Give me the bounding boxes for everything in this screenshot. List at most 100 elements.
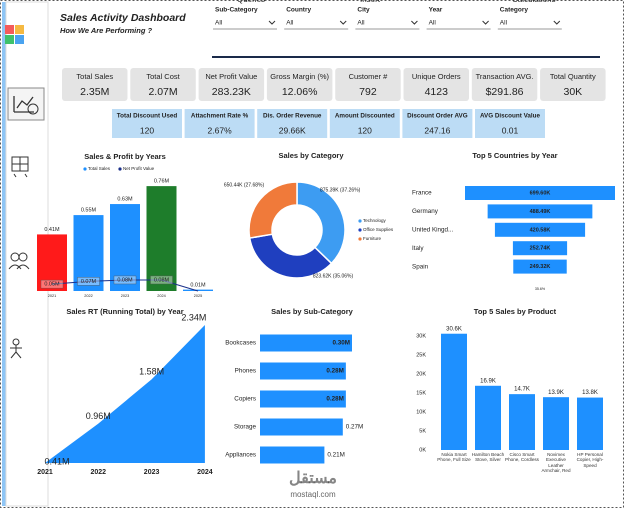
category-label: Bookcases [225,340,256,347]
y-tick-label: 5K [419,428,426,434]
bar [260,362,346,380]
nav-icon[interactable] [13,96,34,113]
kpi-card [266,68,333,101]
bar [475,385,501,450]
filter-value[interactable]: All [215,20,223,27]
bar [509,394,535,450]
value-label: 420.58K [530,227,551,233]
donut-slice [248,181,298,239]
discount-label: AVG Discount Value [480,113,541,120]
nav-icon[interactable] [18,252,28,262]
legend-swatch [83,167,87,171]
value-label: 13.9K [548,390,564,396]
value-label: 2.34M [181,312,206,322]
legend-label: Furniture [363,236,382,241]
y-tick-label: 10K [416,409,426,415]
kpi-label: Unique Orders [412,72,461,81]
filter-chevron [339,20,347,25]
value-label: 13.8K [582,390,598,396]
filter-value[interactable]: All [286,20,294,27]
nav-icon[interactable] [10,345,22,359]
category-label: Phones [235,368,256,375]
category-label: Copiers [234,396,256,403]
kpi-value: 2.07M [148,86,177,98]
funnel-bar [465,186,615,200]
kpi-label: Customer # [349,72,389,81]
ribbon-label: Calculations [512,0,556,4]
category-label: Spain [412,263,429,270]
value-label: 30.6K [446,326,462,332]
nav-icon[interactable] [27,103,39,115]
x-tick-label: 2021 [48,294,56,298]
chart-title: Sales RT (Running Total) by Year [66,307,183,316]
value-label: 0.01M [190,282,206,288]
discount-card [475,109,545,138]
bar [577,397,603,450]
value-label: 875.39K (37.26%) [320,187,361,193]
filter-value[interactable]: All [357,20,365,27]
category-label: Storage [234,424,257,431]
sidebar-strip [2,2,6,506]
x-tick-label: Hamilton Beach Stove, Silver [471,452,505,463]
discount-value: 247.16 [424,125,450,135]
nav-icon[interactable] [12,157,28,178]
bar [543,397,569,450]
value-label: 252.74K [530,246,551,252]
x-tick-label-box: Cisco Smart Phone, Cordless [505,452,539,462]
value-label: 0.30M [332,340,350,347]
category-label: United Kingd... [412,226,454,233]
y-tick-label: 20K [416,371,426,377]
value-label: 0.41M [44,227,60,233]
discount-label: Total Discount Used [117,113,178,120]
value-label: 0.55M [81,208,97,214]
funnel-bar [512,241,568,256]
discount-value: 120 [140,125,154,135]
x-tick-label: 2025 [194,294,202,298]
kpi-value: 2.35M [80,86,109,98]
funnel-bar [487,204,593,219]
bar [146,186,177,291]
discount-label: Amount Discounted [335,113,395,120]
value-label: 1.58M [139,367,164,377]
value-label: 823.62K (35.06%) [313,273,354,279]
filter-value[interactable]: All [429,20,437,27]
bar [183,289,213,291]
dashboard-subtitle: How We Are Performing ? [60,26,153,35]
kpi-value: 30K [564,86,583,98]
legend-label: Net Profit Value [123,166,155,171]
x-tick-label-box: HP Personal Copier, High-Speed [577,452,604,468]
chart-title: Top 5 Countries by Year [472,151,557,160]
legend-label: Office Supplies [363,227,394,232]
filter-label: Sub-Category [215,7,258,14]
kpi-value: 792 [359,86,377,98]
value-label: 16.9K [480,378,496,384]
x-tick-label-box: Nokia Smart Phone, Full Size [437,452,470,462]
y-tick-label: 15K [416,390,426,396]
filter-value[interactable]: All [500,20,508,27]
y-tick-label: 25K [416,352,426,358]
discount-label: Discount Order AVG [407,113,468,120]
filter-label: Country [286,7,311,14]
kpi-value: 12.06% [282,86,318,98]
logo-part [5,25,14,34]
value-label: 0.08M [154,277,170,283]
logo-part [15,25,24,34]
y-tick-label: 0K [419,447,426,453]
bar [260,390,346,408]
value-label: 0.05M [44,282,60,288]
funnel-bar [494,222,586,237]
chart-title: Sales & Profit by Years [84,152,166,161]
discount-label: Dis. Order Revenue [263,113,322,120]
dashboard-title: Sales Activity Dashboard [60,12,186,24]
kpi-card [62,68,128,101]
bar [260,446,325,464]
nav-icon[interactable] [8,264,30,270]
logo-part [5,35,14,44]
filter-chevron [268,20,276,25]
bar [37,234,67,291]
kpi-label: Total Quantity [550,72,596,81]
ribbon-label: Insert [360,0,381,4]
line [51,279,199,292]
x-tick-label-box: Novimex Executive Leather Armchair, Red [541,452,570,473]
kpi-label: Total Cost [146,72,180,81]
